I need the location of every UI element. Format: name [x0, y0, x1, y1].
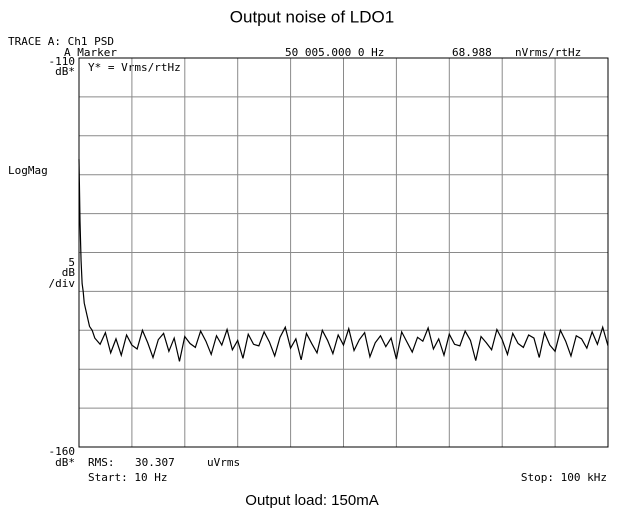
trace-line — [78, 159, 609, 362]
marker-frequency: 50 005.000 0 Hz — [285, 46, 384, 59]
stop-label: Stop: 100 kHz — [521, 471, 607, 484]
chart-title: Output noise of LDO1 — [230, 7, 394, 26]
marker-unit: nVrms/rtHz — [515, 46, 581, 59]
format-label: LogMag — [8, 164, 48, 177]
y-unit: dB* — [55, 65, 75, 78]
y-unit: dB* — [55, 456, 75, 469]
rms-value: 30.307 — [135, 456, 175, 469]
y-definition: Y* = Vrms/rtHz — [88, 61, 181, 74]
start-label: Start: 10 Hz — [88, 471, 167, 484]
marker-label: A Marker — [64, 46, 117, 59]
y-min-label: -160 — [49, 445, 76, 458]
plot-frame — [78, 57, 609, 448]
scale-label: /div — [49, 277, 76, 290]
caption: Output load: 150mA — [245, 492, 378, 509]
scale-label: 5 — [68, 256, 75, 269]
trace-label: TRACE A: Ch1 PSD — [8, 35, 114, 48]
rms-label: RMS: — [88, 456, 115, 469]
rms-unit: uVrms — [207, 456, 240, 469]
marker-value: 68.988 — [452, 46, 492, 59]
y-max-label: -110 — [49, 55, 76, 68]
scale-label: dB — [62, 266, 76, 279]
